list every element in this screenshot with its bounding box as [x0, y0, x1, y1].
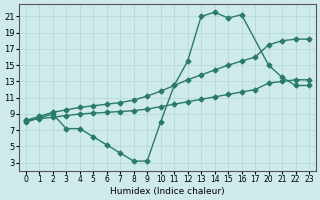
X-axis label: Humidex (Indice chaleur): Humidex (Indice chaleur) [110, 187, 225, 196]
